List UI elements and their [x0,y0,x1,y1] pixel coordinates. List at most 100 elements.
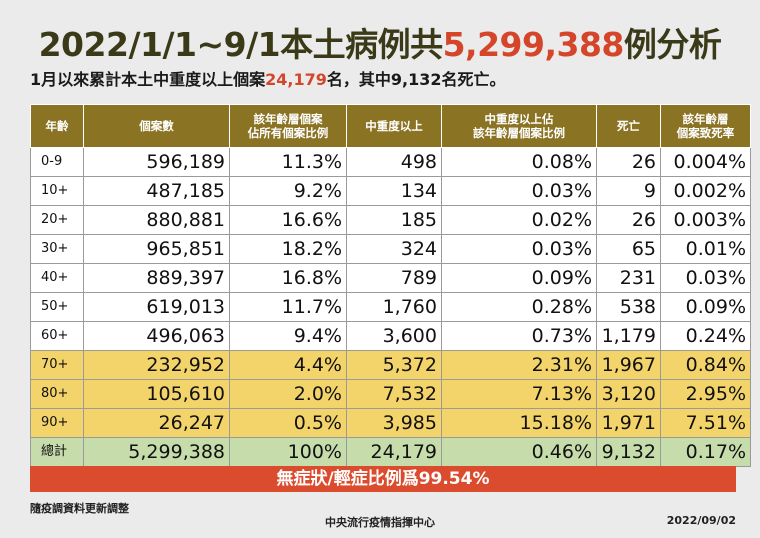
cell-cases: 232,952 [83,350,230,380]
cell-severe-share: 0.02% [441,205,597,235]
cell-age: 0-9 [30,147,84,177]
cell-cases: 596,189 [83,147,230,177]
cell-case-share: 0.5% [229,408,347,438]
cell-case-share: 9.2% [229,176,347,206]
cell-fatality-rate: 0.24% [660,321,751,351]
cell-severe-share: 0.28% [441,292,597,322]
cell-severe-share: 2.31% [441,350,597,380]
cell-deaths: 9 [596,176,661,206]
cell-deaths: 538 [596,292,661,322]
footnote: 隨疫調資料更新調整 [30,502,129,515]
table-row: 0-9 596,189 11.3% 498 0.08% 26 0.004% [30,147,751,177]
cell-deaths: 1,971 [596,408,661,438]
cell-age: 10+ [30,176,84,206]
cell-age: 80+ [30,379,84,409]
cell-cases: 619,013 [83,292,230,322]
cell-fatality-rate: 0.84% [660,350,751,380]
table-body: 0-9 596,189 11.3% 498 0.08% 26 0.004% 10+ 487,18… [30,147,751,467]
cell-deaths: 231 [596,263,661,293]
table-row: 20+ 880,881 16.6% 185 0.02% 26 0.003% [30,205,751,235]
cell-fatality-rate: 7.51% [660,408,751,438]
cell-fatality-rate: 0.17% [660,437,751,467]
header-age: 年齡 [30,104,84,148]
table-row: 總計 5,299,388 100% 24,179 0.46% 9,132 0.17% [30,437,751,467]
cell-case-share: 4.4% [229,350,347,380]
cell-severe-share: 7.13% [441,379,597,409]
cell-fatality-rate: 2.95% [660,379,751,409]
cell-deaths: 26 [596,147,661,177]
cell-age: 總計 [30,437,84,467]
cell-severe: 5,372 [346,350,442,380]
cell-severe: 1,760 [346,292,442,322]
cell-severe: 24,179 [346,437,442,467]
cell-cases: 965,851 [83,234,230,264]
cell-cases: 889,397 [83,263,230,293]
cell-severe-share: 15.18% [441,408,597,438]
cell-severe: 3,985 [346,408,442,438]
cell-fatality-rate: 0.01% [660,234,751,264]
cell-age: 40+ [30,263,84,293]
cell-deaths: 1,179 [596,321,661,351]
cell-severe-share: 0.08% [441,147,597,177]
cell-cases: 880,881 [83,205,230,235]
title-prefix: 2022/1/1~9/1本土病例共 [38,25,444,64]
header-case-share: 該年齡層個案 佔所有個案比例 [229,104,347,148]
cell-severe: 134 [346,176,442,206]
cell-case-share: 16.6% [229,205,347,235]
cell-case-share: 16.8% [229,263,347,293]
cell-age: 30+ [30,234,84,264]
publish-date: 2022/09/02 [666,514,736,527]
age-statistics-table: 年齡 個案數 該年齡層個案 佔所有個案比例 中重度以上 中重度以上佔 該年齡層個案比… [30,104,751,467]
cell-severe-share: 0.46% [441,437,597,467]
cell-severe: 3,600 [346,321,442,351]
page-title: 2022/1/1~9/1本土病例共5,299,388例分析 [0,18,760,66]
header-cases: 個案數 [83,104,230,148]
cell-severe-share: 0.09% [441,263,597,293]
cell-cases: 487,185 [83,176,230,206]
table-row: 40+ 889,397 16.8% 789 0.09% 231 0.03% [30,263,751,293]
cell-cases: 5,299,388 [83,437,230,467]
table-row: 90+ 26,247 0.5% 3,985 15.18% 1,971 7.51% [30,408,751,438]
table-row: 70+ 232,952 4.4% 5,372 2.31% 1,967 0.84% [30,350,751,380]
cell-age: 50+ [30,292,84,322]
cell-deaths: 9,132 [596,437,661,467]
cell-cases: 105,610 [83,379,230,409]
cell-cases: 26,247 [83,408,230,438]
asymptomatic-banner: 無症狀/輕症比例爲99.54% [30,466,736,492]
cell-fatality-rate: 0.09% [660,292,751,322]
cell-severe: 185 [346,205,442,235]
cell-severe: 498 [346,147,442,177]
cell-severe: 789 [346,263,442,293]
table-row: 30+ 965,851 18.2% 324 0.03% 65 0.01% [30,234,751,264]
subtitle-suffix: 名，其中9,132名死亡。 [326,70,506,89]
table-header-row: 年齡 個案數 該年齡層個案 佔所有個案比例 中重度以上 中重度以上佔 該年齡層個案比… [30,104,751,148]
cell-case-share: 11.7% [229,292,347,322]
cell-deaths: 65 [596,234,661,264]
cell-fatality-rate: 0.003% [660,205,751,235]
cell-case-share: 100% [229,437,347,467]
cell-case-share: 11.3% [229,147,347,177]
cell-case-share: 2.0% [229,379,347,409]
header-fatality-rate: 該年齡層 個案致死率 [660,104,751,148]
subtitle-severe-count: 24,179 [265,70,327,89]
table-row: 80+ 105,610 2.0% 7,532 7.13% 3,120 2.95% [30,379,751,409]
cell-severe-share: 0.03% [441,234,597,264]
table-row: 50+ 619,013 11.7% 1,760 0.28% 538 0.09% [30,292,751,322]
table-row: 60+ 496,063 9.4% 3,600 0.73% 1,179 0.24% [30,321,751,351]
cell-severe: 7,532 [346,379,442,409]
title-total-cases: 5,299,388 [442,25,625,64]
cell-severe: 324 [346,234,442,264]
title-suffix: 例分析 [623,25,722,64]
cell-age: 90+ [30,408,84,438]
subtitle-prefix: 1月以來累計本土中重度以上個案 [30,70,266,89]
cell-fatality-rate: 0.004% [660,147,751,177]
cell-case-share: 9.4% [229,321,347,351]
cell-cases: 496,063 [83,321,230,351]
cell-deaths: 3,120 [596,379,661,409]
cell-deaths: 26 [596,205,661,235]
cell-age: 60+ [30,321,84,351]
header-deaths: 死亡 [596,104,661,148]
header-severe: 中重度以上 [346,104,442,148]
cell-deaths: 1,967 [596,350,661,380]
